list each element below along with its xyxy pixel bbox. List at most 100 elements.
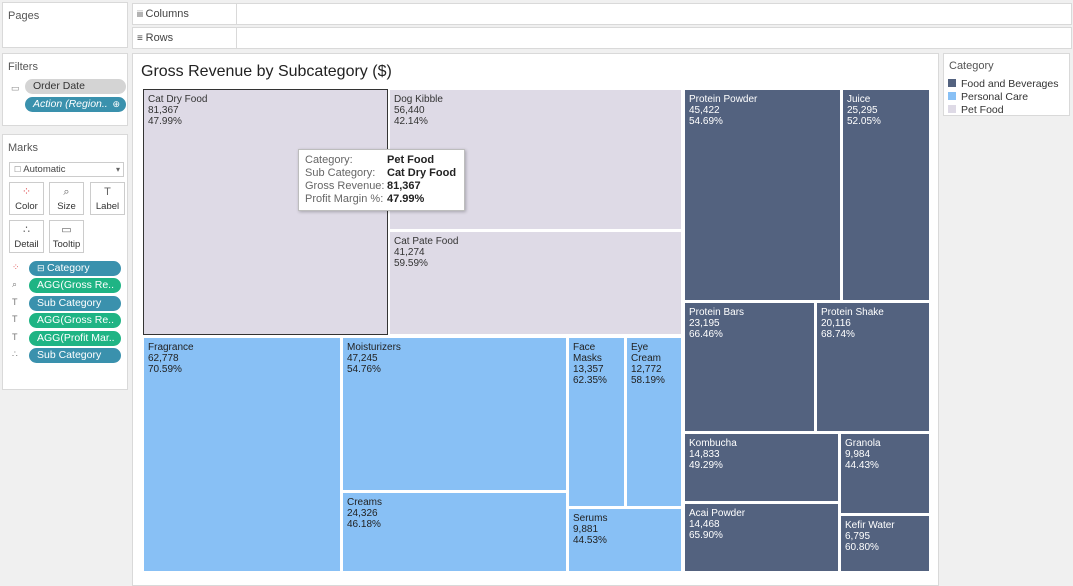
tooltip-value: 47.99% <box>387 193 425 205</box>
treemap-tile-face-masks[interactable]: Face Masks 13,357 62.35% <box>568 337 625 507</box>
tile-revenue: 56,440 <box>394 105 425 116</box>
marks-pill-category[interactable]: ⊟ Category <box>29 261 121 276</box>
tile-name: Granola <box>845 438 881 449</box>
treemap-tile-moisturizers[interactable]: Moisturizers 47,245 54.76% <box>342 337 567 491</box>
legend-label: Pet Food <box>961 104 1004 116</box>
tile-name: Moisturizers <box>347 342 401 353</box>
tile-revenue: 9,984 <box>845 449 871 460</box>
columns-shelf[interactable]: iii Columns <box>132 3 1072 25</box>
tooltip-row: Gross Revenue: 81,367 <box>305 180 458 193</box>
mark-type-value: Automatic <box>23 164 66 175</box>
tile-name: Dog Kibble <box>394 94 443 105</box>
tile-name: Serums <box>573 513 608 524</box>
treemap-tile-protein-powder[interactable]: Protein Powder 45,422 54.69% <box>684 89 841 301</box>
mark-type-dropdown[interactable]: ☐ Automatic ▾ <box>9 162 124 177</box>
marks-pill-sub-category-detail[interactable]: Sub Category <box>29 348 121 363</box>
tooltip-key: Sub Category: <box>305 167 376 179</box>
color-icon: ⁘ <box>21 186 32 198</box>
detail-icon: ∴ <box>12 349 18 359</box>
legend-item-pet-food[interactable]: Pet Food <box>948 104 1004 117</box>
tile-margin: 66.46% <box>689 329 723 340</box>
size-card[interactable]: ⌕ Size <box>49 182 84 215</box>
pill-label: Category <box>47 262 90 274</box>
marks-card: Marks ☐ Automatic ▾ ⁘ Color ⌕ Size T Lab… <box>2 134 128 390</box>
detail-card[interactable]: ∴ Detail <box>9 220 44 253</box>
plus-box-icon: ⊟ <box>37 263 48 273</box>
color-card[interactable]: ⁘ Color <box>9 182 44 215</box>
tile-name: Eye Cream <box>631 342 662 364</box>
rows-shelf[interactable]: ≡ Rows <box>132 27 1072 49</box>
tile-name: Acai Powder <box>689 508 746 519</box>
tile-name: Protein Bars <box>689 307 745 318</box>
treemap-tile-fragrance[interactable]: Fragrance 62,778 70.59% <box>143 337 341 572</box>
treemap-tile-juice[interactable]: Juice 25,295 52.05% <box>842 89 930 301</box>
tooltip-key: Gross Revenue: <box>305 180 385 192</box>
filters-shelf[interactable]: Filters ▭ Order Date Action (Region.. ⊕ <box>2 53 128 126</box>
tile-name: Protein Powder <box>689 94 758 105</box>
tile-revenue: 41,274 <box>394 247 425 258</box>
tile-revenue: 14,833 <box>689 449 720 460</box>
marks-pill-agg-gross-revenue-label[interactable]: AGG(Gross Re.. <box>29 313 121 328</box>
tile-margin: 46.18% <box>347 519 381 530</box>
tooltip-row: Sub Category: Cat Dry Food <box>305 167 458 180</box>
card-label: Tooltip <box>52 239 81 250</box>
treemap-tile-kefir-water[interactable]: Kefir Water 6,795 60.80% <box>840 515 930 572</box>
label-icon: T <box>104 186 111 198</box>
tile-revenue: 45,422 <box>689 105 720 116</box>
pill-label: Sub Category <box>37 297 102 309</box>
tile-margin: 52.05% <box>847 116 881 127</box>
tooltip-card[interactable]: ▭ Tooltip <box>49 220 84 253</box>
tile-revenue: 9,881 <box>573 524 599 535</box>
tile-revenue: 81,367 <box>148 105 179 116</box>
treemap-tile-cat-dry-food[interactable]: Cat Dry Food 81,367 47.99% <box>143 89 388 335</box>
columns-text: Columns <box>145 8 189 20</box>
tile-revenue: 62,778 <box>148 353 179 364</box>
detail-icon: ∴ <box>23 224 30 236</box>
marks-pill-agg-profit-margin[interactable]: AGG(Profit Mar.. <box>29 331 121 346</box>
treemap-tile-eye-cream[interactable]: Eye Cream 12,772 58.19% <box>626 337 682 507</box>
treemap-tile-kombucha[interactable]: Kombucha 14,833 49.29% <box>684 433 839 502</box>
tile-margin: 62.35% <box>573 375 607 386</box>
pill-label: AGG(Gross Re.. <box>37 314 115 326</box>
tile-revenue: 24,326 <box>347 508 378 519</box>
pill-label: AGG(Profit Mar.. <box>37 332 115 344</box>
view-title: Gross Revenue by Subcategory ($) <box>141 63 392 80</box>
card-label: Size <box>57 201 76 212</box>
tile-margin: 49.29% <box>689 460 723 471</box>
rows-text: Rows <box>145 32 174 44</box>
treemap-tile-granola[interactable]: Granola 9,984 44.43% <box>840 433 930 514</box>
legend-swatch <box>948 79 956 87</box>
label-card[interactable]: T Label <box>90 182 125 215</box>
legend-swatch <box>948 92 956 100</box>
size-icon: ⌕ <box>12 279 18 289</box>
tooltip-row: Category: Pet Food <box>305 154 458 167</box>
tooltip-value: Pet Food <box>387 154 435 166</box>
tile-name: Fragrance <box>148 342 194 353</box>
tooltip-key: Profit Margin %: <box>305 193 384 205</box>
pill-label: Sub Category <box>37 349 102 361</box>
treemap-tile-creams[interactable]: Creams 24,326 46.18% <box>342 492 567 572</box>
label-icon: T <box>12 314 18 324</box>
pages-shelf[interactable]: Pages <box>2 2 128 48</box>
treemap-tile-cat-pate-food[interactable]: Cat Pate Food 41,274 59.59% <box>389 231 682 335</box>
legend-item-personal-care[interactable]: Personal Care <box>948 91 1028 104</box>
marks-pill-agg-gross-revenue-size[interactable]: AGG(Gross Re.. <box>29 278 121 293</box>
tile-name: Cat Pate Food <box>394 236 459 247</box>
category-legend: Category Food and Beverages Personal Car… <box>943 53 1070 116</box>
treemap-tile-acai-powder[interactable]: Acai Powder 14,468 65.90% <box>684 503 839 572</box>
legend-item-food-and-beverages[interactable]: Food and Beverages <box>948 78 1058 91</box>
card-label: Detail <box>14 239 39 250</box>
marks-title: Marks <box>8 142 38 154</box>
treemap-tile-protein-shake[interactable]: Protein Shake 20,116 68.74% <box>816 302 930 432</box>
filter-label: Action (Region.. <box>33 98 108 110</box>
tile-margin: 44.53% <box>573 535 607 546</box>
filter-label: Order Date <box>33 80 85 92</box>
filter-pill-action-region[interactable]: Action (Region.. ⊕ <box>25 97 126 112</box>
columns-icon: iii <box>137 9 146 19</box>
link-icon: ⊕ <box>112 99 120 109</box>
treemap-tile-serums[interactable]: Serums 9,881 44.53% <box>568 508 682 572</box>
filter-pill-order-date[interactable]: Order Date <box>25 79 126 94</box>
marks-pill-sub-category-label[interactable]: Sub Category <box>29 296 121 311</box>
treemap-tile-protein-bars[interactable]: Protein Bars 23,195 66.46% <box>684 302 815 432</box>
tile-name: Protein Shake <box>821 307 884 318</box>
